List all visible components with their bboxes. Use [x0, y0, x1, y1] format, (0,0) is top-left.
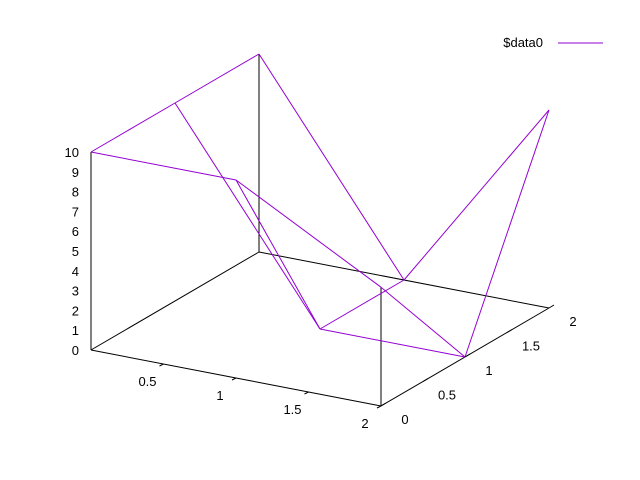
surface-line-y [464, 109, 550, 358]
y-tick-mark [506, 329, 513, 333]
surface-mesh [90, 53, 550, 358]
surface-line-x [235, 179, 382, 288]
surface-line-y [90, 102, 176, 153]
z-tick-label: 7 [72, 204, 79, 219]
y-tick-label: 2 [569, 314, 576, 329]
z-tick-label: 2 [72, 303, 79, 318]
x-tick-mark [304, 391, 309, 395]
y-tick-label: 1.5 [522, 339, 540, 354]
y-tick-mark [422, 378, 429, 382]
x-tick-label: 1 [216, 388, 223, 403]
x-tick-label: 2 [361, 416, 368, 431]
surface-line-y [319, 279, 405, 330]
y-tick-mark [464, 353, 471, 358]
z-tick-label: 6 [72, 224, 79, 239]
y-tick-label: 0 [401, 412, 408, 427]
tick-labels: 0.5 1 1.5 2 0 0.5 1 1.5 2 0 1 2 3 4 5 6 7 8 9 10 [65, 145, 577, 431]
surface-line-x [403, 109, 550, 281]
z-tick-label: 3 [72, 284, 79, 299]
base-edge [90, 251, 260, 351]
x-tick-mark [231, 377, 237, 381]
y-tick-label: 0.5 [438, 388, 456, 403]
x-tick-label: 1.5 [283, 402, 301, 417]
z-tick-label: 9 [72, 165, 79, 180]
legend-label: $data0 [503, 35, 543, 50]
surface-line-x [174, 102, 321, 330]
surface-line-y [235, 179, 321, 330]
z-tick-label: 8 [72, 185, 79, 200]
x-tick-label: 0.5 [138, 374, 156, 389]
z-tick-label: 4 [72, 264, 79, 279]
axes-box [90, 54, 550, 407]
z-tick-label: 0 [72, 343, 79, 358]
z-tick-label: 1 [72, 323, 79, 338]
y-tick-label: 1 [485, 363, 492, 378]
x-tick-mark [376, 405, 382, 409]
surface-line-x [90, 151, 237, 181]
surface-line-x [319, 328, 466, 358]
surface-line-y [174, 53, 260, 104]
z-tick-label: 5 [72, 244, 79, 259]
y-tick-mark [548, 304, 555, 309]
surface-line-x [258, 53, 405, 281]
z-tick-label: 10 [65, 145, 79, 160]
surface-line-y [380, 286, 466, 358]
x-tick-mark [159, 363, 164, 367]
y-tick-mark [380, 402, 387, 407]
legend: $data0 [503, 35, 603, 50]
